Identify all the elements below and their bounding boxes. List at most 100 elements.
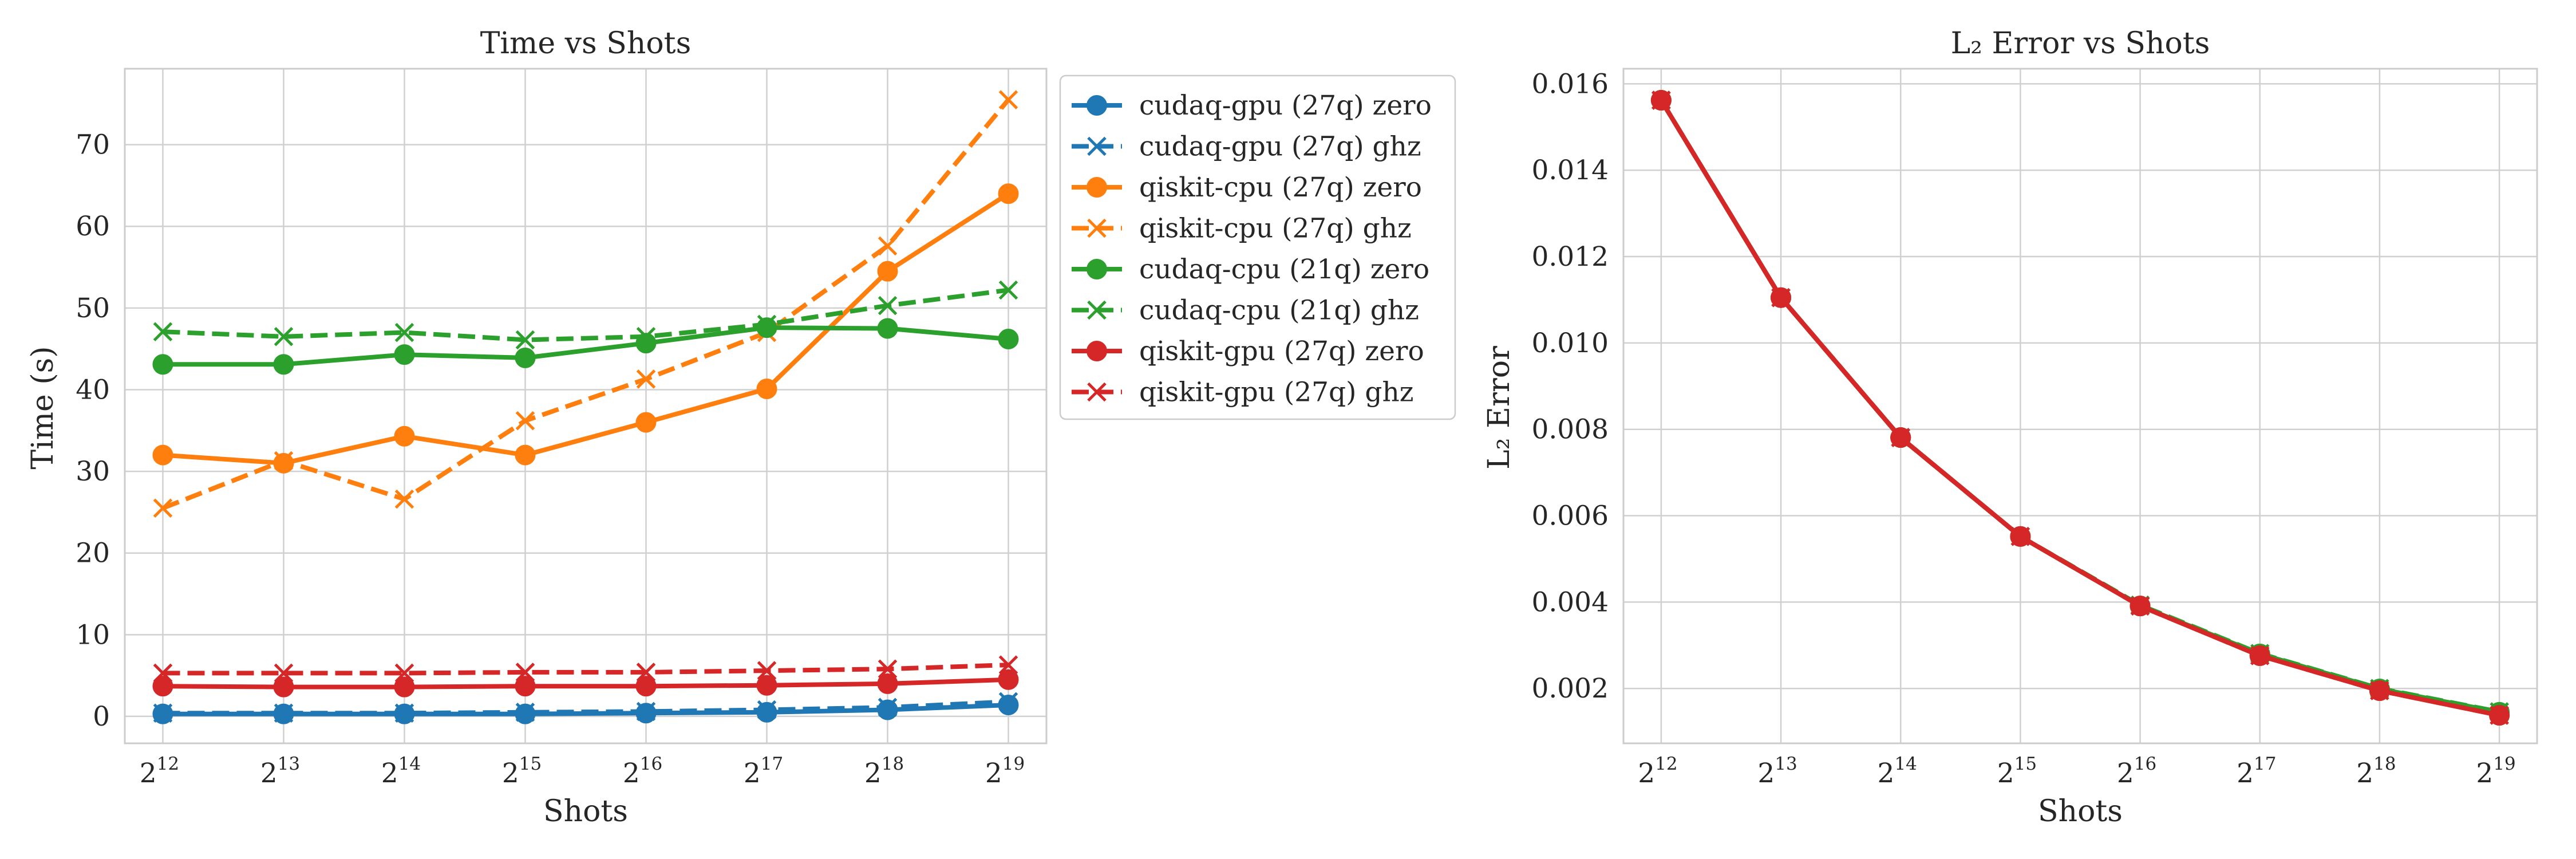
series-1 — [153, 692, 1018, 723]
data-point — [274, 703, 294, 723]
data-point — [878, 698, 898, 718]
grid — [1623, 69, 2537, 743]
legend-label: qiskit-gpu (27q) ghz — [1139, 377, 1414, 408]
data-point — [394, 489, 414, 509]
data-point — [636, 663, 656, 682]
data-point — [756, 702, 777, 723]
data-point — [394, 322, 414, 342]
x-tick-label: 215 — [502, 754, 542, 789]
y-tick-label: 0.010 — [1531, 328, 1609, 359]
legend-marker — [1087, 136, 1107, 156]
data-point — [1891, 428, 1911, 447]
data-point — [515, 663, 535, 682]
data-point — [394, 344, 415, 365]
data-point — [998, 694, 1019, 715]
y-tick-label: 30 — [76, 456, 110, 487]
legend-marker — [1087, 300, 1107, 320]
x-tick-label: 216 — [2117, 754, 2156, 789]
data-point — [756, 379, 777, 400]
x-tick-label: 219 — [985, 754, 1025, 789]
legend-marker — [1087, 382, 1107, 402]
legend-label: qiskit-cpu (27q) ghz — [1139, 213, 1412, 245]
data-point — [635, 676, 657, 697]
data-point — [635, 412, 657, 433]
legend-item: cudaq-cpu (21q) ghz — [1072, 295, 1419, 326]
data-point — [878, 295, 898, 316]
data-point — [515, 676, 536, 697]
y-tick-label: 0 — [93, 701, 110, 732]
data-point — [515, 411, 535, 431]
y-tick-label: 0.012 — [1531, 241, 1609, 273]
data-point — [2250, 646, 2270, 665]
legend-marker — [1086, 259, 1107, 279]
y-tick-label: 40 — [76, 374, 110, 405]
data-point — [757, 661, 777, 680]
data-point — [274, 451, 294, 471]
data-point — [274, 663, 294, 683]
y-tick-label: 70 — [76, 129, 110, 161]
legend-label: cudaq-gpu (27q) ghz — [1139, 131, 1421, 163]
data-point — [2370, 681, 2389, 700]
series-line — [163, 699, 1009, 716]
legend-item: qiskit-cpu (27q) zero — [1072, 172, 1422, 203]
data-point — [636, 702, 656, 722]
y-tick-label: 0.004 — [1531, 586, 1609, 618]
data-point — [636, 327, 656, 346]
plot-frame — [124, 68, 1048, 744]
plot-background — [125, 69, 1046, 743]
series-line — [163, 287, 1009, 342]
series-7 — [1652, 90, 2509, 725]
data-point — [756, 675, 777, 696]
plot-background — [1623, 69, 2537, 743]
x-tick-label: 212 — [140, 754, 179, 789]
series-7 — [153, 655, 1018, 683]
legend-item: cudaq-gpu (27q) ghz — [1072, 131, 1421, 163]
data-point — [757, 700, 777, 720]
data-point — [998, 692, 1018, 712]
data-point — [515, 444, 536, 466]
data-point — [153, 703, 173, 723]
legend-item: qiskit-gpu (27q) ghz — [1072, 377, 1414, 408]
y-axis-label: Time (s) — [26, 346, 60, 469]
data-point — [877, 318, 898, 339]
legend-label: qiskit-gpu (27q) zero — [1139, 336, 1424, 367]
legend-item: qiskit-gpu (27q) zero — [1072, 336, 1424, 367]
series-5 — [153, 280, 1018, 350]
legend-label: cudaq-cpu (21q) ghz — [1139, 295, 1419, 326]
grid — [125, 69, 1046, 743]
data-point — [757, 314, 777, 334]
legend-label: cudaq-cpu (21q) zero — [1139, 254, 1429, 285]
data-point — [273, 354, 294, 375]
x-tick-label: 213 — [1757, 754, 1797, 789]
series-4 — [152, 317, 1019, 375]
data-point — [2490, 706, 2509, 725]
data-point — [2130, 596, 2150, 616]
legend-item: cudaq-cpu (21q) zero — [1072, 254, 1429, 285]
legend: cudaq-gpu (27q) zero cudaq-gpu (27q) ghz q… — [1059, 74, 1456, 420]
data-point — [2010, 526, 2030, 546]
legend-label: qiskit-cpu (27q) zero — [1139, 172, 1422, 203]
data-point — [756, 317, 777, 338]
x-tick-label: 218 — [2356, 754, 2396, 789]
x-tick-label: 218 — [864, 754, 904, 789]
x-tick-label: 215 — [1997, 754, 2037, 789]
data-point — [394, 676, 415, 698]
data-point — [394, 703, 414, 723]
data-point — [998, 655, 1018, 675]
legend-item: cudaq-gpu (27q) zero — [1072, 90, 1432, 121]
data-point — [515, 347, 536, 368]
x-axis-label: Shots — [2038, 794, 2123, 829]
series-line — [163, 677, 1009, 689]
data-point — [1771, 287, 1791, 308]
x-axis-label: Shots — [543, 794, 628, 829]
data-point — [636, 369, 656, 389]
data-point — [877, 261, 898, 282]
y-tick-label: 50 — [76, 293, 110, 324]
data-point — [877, 673, 898, 694]
data-point — [998, 183, 1019, 204]
series-2 — [152, 183, 1019, 474]
legend-marker — [1086, 341, 1107, 361]
legend-marker — [1086, 95, 1107, 116]
chart-title: L₂ Error vs Shots — [1951, 26, 2210, 61]
data-point — [153, 498, 173, 518]
